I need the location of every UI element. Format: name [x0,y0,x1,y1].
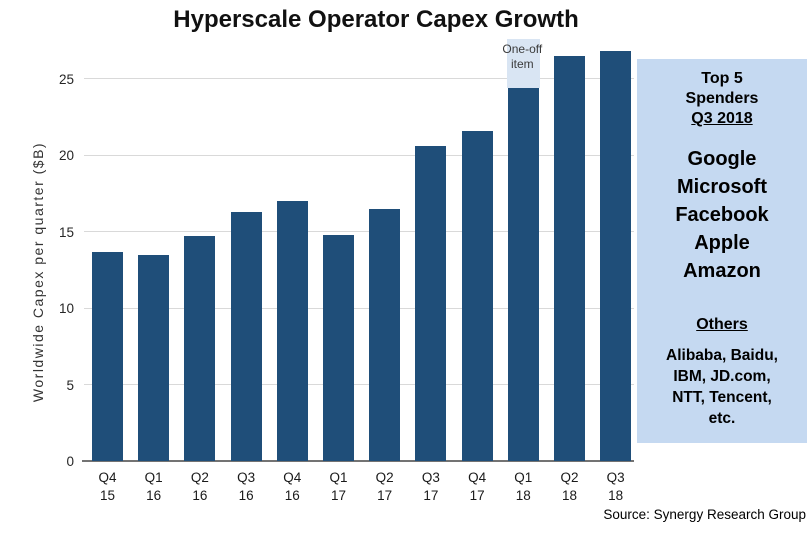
bar-Q3-17 [415,146,447,461]
chart-title: Hyperscale Operator Capex Growth [173,6,579,33]
x-axis-label-line: Q2 [190,470,209,485]
top5-spender: Facebook [675,204,769,226]
panel-heading-line: Spenders [685,90,759,107]
one-off-label: One-off item [490,42,555,72]
x-axis-label-line: 16 [146,488,162,503]
y-axis-tick-label: 5 [66,377,74,393]
x-axis-label-line: Q1 [514,470,533,485]
x-axis-label-line: 18 [561,488,578,503]
x-axis-label-line: Q1 [144,470,163,485]
one-off-segment: One-off item [502,39,542,88]
x-axis-label-line: Q4 [98,470,117,485]
others-heading: Others [696,316,748,333]
others-line: IBM, JD.com, [673,368,771,385]
x-axis-label-line: Q3 [237,470,256,485]
y-axis-tick-label: 25 [58,71,74,87]
gridline [84,307,634,309]
gridline [84,154,634,156]
y-axis-title: Worldwide Capex per quarter ($B) [30,141,46,403]
gridline [84,384,634,386]
others-line: Alibaba, Baidu, [666,347,778,364]
x-axis-line [82,460,634,462]
gridline [84,231,634,233]
plot-area: 0 5 10 15 20 25 Q4 15 Q1 16 Q2 16 Q3 16 Q4 16 Q1 17 Q2 17 Q3… [59,39,634,503]
one-off-label-line: One-off [502,42,543,57]
bar-Q1-17 [323,234,354,461]
x-axis-label-line: 17 [469,488,485,503]
x-axis-label: Q2 17 [362,469,408,505]
x-axis-label-line: Q3 [606,470,625,485]
x-axis-label: Q3 17 [408,469,454,505]
x-axis-label-line: 17 [423,488,439,503]
x-axis-label-line: 18 [515,488,531,503]
bar-Q1-18 [507,87,539,461]
x-axis-label-line: Q1 [329,470,348,485]
x-axis-label-line: Q4 [468,470,487,485]
x-axis-label-line: 18 [608,488,624,503]
y-axis-tick-label: 15 [58,224,74,240]
x-axis-label: Q2 18 [547,469,593,505]
bar-Q1-16 [138,254,170,461]
panel-heading-line: Top 5 [701,70,743,87]
x-axis-label-line: Q2 [560,470,579,485]
top5-spender: Apple [694,232,750,254]
x-axis-label-line: 17 [377,488,393,503]
x-axis-label: Q4 15 [85,469,131,505]
source-attribution: Source: Synergy Research Group [603,507,806,522]
x-axis-label-line: 16 [284,488,300,503]
others-line: etc. [708,410,736,427]
top-spenders-panel: Top 5 Spenders Q3 2018 Google Microsoft … [637,59,807,443]
x-axis-label-line: 16 [238,488,254,503]
y-axis-tick-label: 10 [58,301,74,317]
x-axis-label: Q3 18 [593,469,639,505]
x-axis-label-line: Q2 [375,470,394,485]
x-axis-label-line: 17 [330,488,347,503]
bar-Q2-18 [554,55,585,461]
bar-Q2-17 [369,208,401,461]
one-off-label-line: item [510,57,534,72]
top5-spender: Google [687,148,757,170]
x-axis-label-line: Q4 [283,470,302,485]
x-axis-label: Q2 16 [177,469,223,505]
bar-Q4-16 [276,201,308,461]
panel-heading-quarter: Q3 2018 [691,110,753,127]
x-axis-label: Q1 18 [500,469,546,505]
y-axis-tick-label: 20 [58,148,74,164]
x-axis-label: Q1 16 [131,469,177,505]
others-line: NTT, Tencent, [672,389,772,406]
x-axis-label: Q4 16 [269,469,315,505]
x-axis-label-line: 16 [192,488,208,503]
bar-Q4-15 [92,251,123,461]
top5-spender: Microsoft [677,176,767,198]
x-axis-label: Q1 17 [316,469,362,505]
x-axis-label-line: Q3 [421,470,440,485]
bar-Q3-16 [230,211,262,461]
x-axis-label: Q3 16 [223,469,269,505]
x-axis-label: Q4 17 [454,469,500,505]
x-axis-label-line: 15 [99,488,116,503]
bar-Q4-17 [461,130,493,461]
bar-Q2-16 [184,236,216,461]
y-axis-tick-label: 0 [66,454,74,469]
top5-spender: Amazon [683,260,761,282]
gridline [84,78,634,80]
bar-Q3-18 [600,51,632,461]
